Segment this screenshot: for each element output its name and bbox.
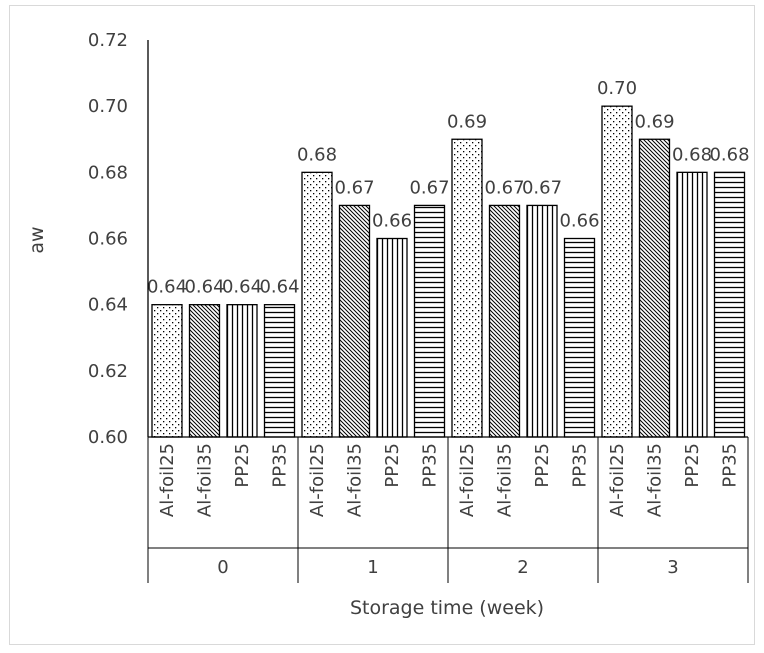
- x-tick-label: Al-foil25: [457, 443, 478, 517]
- bar: [451, 138, 483, 438]
- bar: [676, 171, 708, 438]
- data-label: 0.66: [372, 211, 412, 232]
- y-tick-label: 0.60: [88, 427, 128, 448]
- bar: [488, 204, 521, 438]
- data-label: 0.64: [222, 277, 262, 298]
- y-tick-label: 0.66: [88, 229, 128, 250]
- x-tick-label: Al-foil35: [195, 443, 216, 517]
- x-axis-title: Storage time (week): [350, 597, 544, 619]
- bar: [376, 237, 408, 438]
- x-tick-label: PP25: [382, 443, 403, 488]
- bar: [638, 138, 671, 438]
- data-label: 0.68: [297, 144, 337, 165]
- bar: [713, 171, 746, 438]
- y-axis-title: aw: [26, 226, 48, 253]
- x-group-label: 2: [517, 557, 528, 578]
- bars: [151, 105, 746, 438]
- x-tick-label: PP35: [570, 443, 591, 488]
- y-tick-label: 0.72: [88, 30, 128, 51]
- y-axis-ticks: 0.60 0.62 0.64 0.66 0.68 0.70 0.72: [88, 30, 128, 448]
- y-tick-label: 0.68: [88, 162, 128, 183]
- bar: [338, 204, 371, 438]
- data-label: 0.64: [147, 277, 187, 298]
- data-label: 0.67: [522, 177, 562, 198]
- x-tick-label: PP35: [720, 443, 741, 488]
- y-tick-label: 0.64: [88, 295, 128, 316]
- y-tick-label: 0.70: [88, 96, 128, 117]
- bar: [226, 304, 258, 438]
- bar: [413, 204, 446, 438]
- data-label: 0.66: [559, 211, 599, 232]
- x-tick-label: Al-foil35: [645, 443, 666, 517]
- x-tick-label: Al-foil25: [157, 443, 178, 517]
- bar: [188, 304, 221, 438]
- x-tick-label: PP35: [270, 443, 291, 488]
- data-label: 0.70: [597, 78, 637, 99]
- x-tick-label: PP25: [682, 443, 703, 488]
- data-label: 0.69: [634, 111, 674, 132]
- x-tick-label: Al-foil35: [495, 443, 516, 517]
- x-tick-label: Al-foil35: [345, 443, 366, 517]
- x-tick-label: PP35: [420, 443, 441, 488]
- x-tick-label: Al-foil25: [607, 443, 628, 517]
- x-axis: Al-foil25 Al-foil35 PP25 PP35 0 Al-foil25 Al-f…: [147, 436, 749, 583]
- x-tick-label: PP25: [232, 443, 253, 488]
- data-labels: 0.640.640.640.640.680.670.660.670.690.67…: [147, 78, 750, 298]
- data-label: 0.67: [334, 177, 374, 198]
- x-group-label: 3: [667, 557, 678, 578]
- data-label: 0.67: [484, 177, 524, 198]
- bar: [601, 105, 633, 438]
- data-label: 0.64: [259, 277, 299, 298]
- x-group-label: 1: [367, 557, 378, 578]
- data-label: 0.67: [409, 177, 449, 198]
- bar: [563, 237, 596, 438]
- bar: [263, 304, 296, 438]
- y-tick-label: 0.62: [88, 361, 128, 382]
- data-label: 0.64: [184, 277, 224, 298]
- x-tick-label: Al-foil25: [307, 443, 328, 517]
- x-tick-label: PP25: [532, 443, 553, 488]
- data-label: 0.69: [447, 111, 487, 132]
- bar: [526, 204, 558, 438]
- data-label: 0.68: [672, 144, 712, 165]
- data-label: 0.68: [709, 144, 749, 165]
- x-group-label: 0: [217, 557, 228, 578]
- bar: [151, 304, 183, 438]
- bar: [301, 171, 333, 438]
